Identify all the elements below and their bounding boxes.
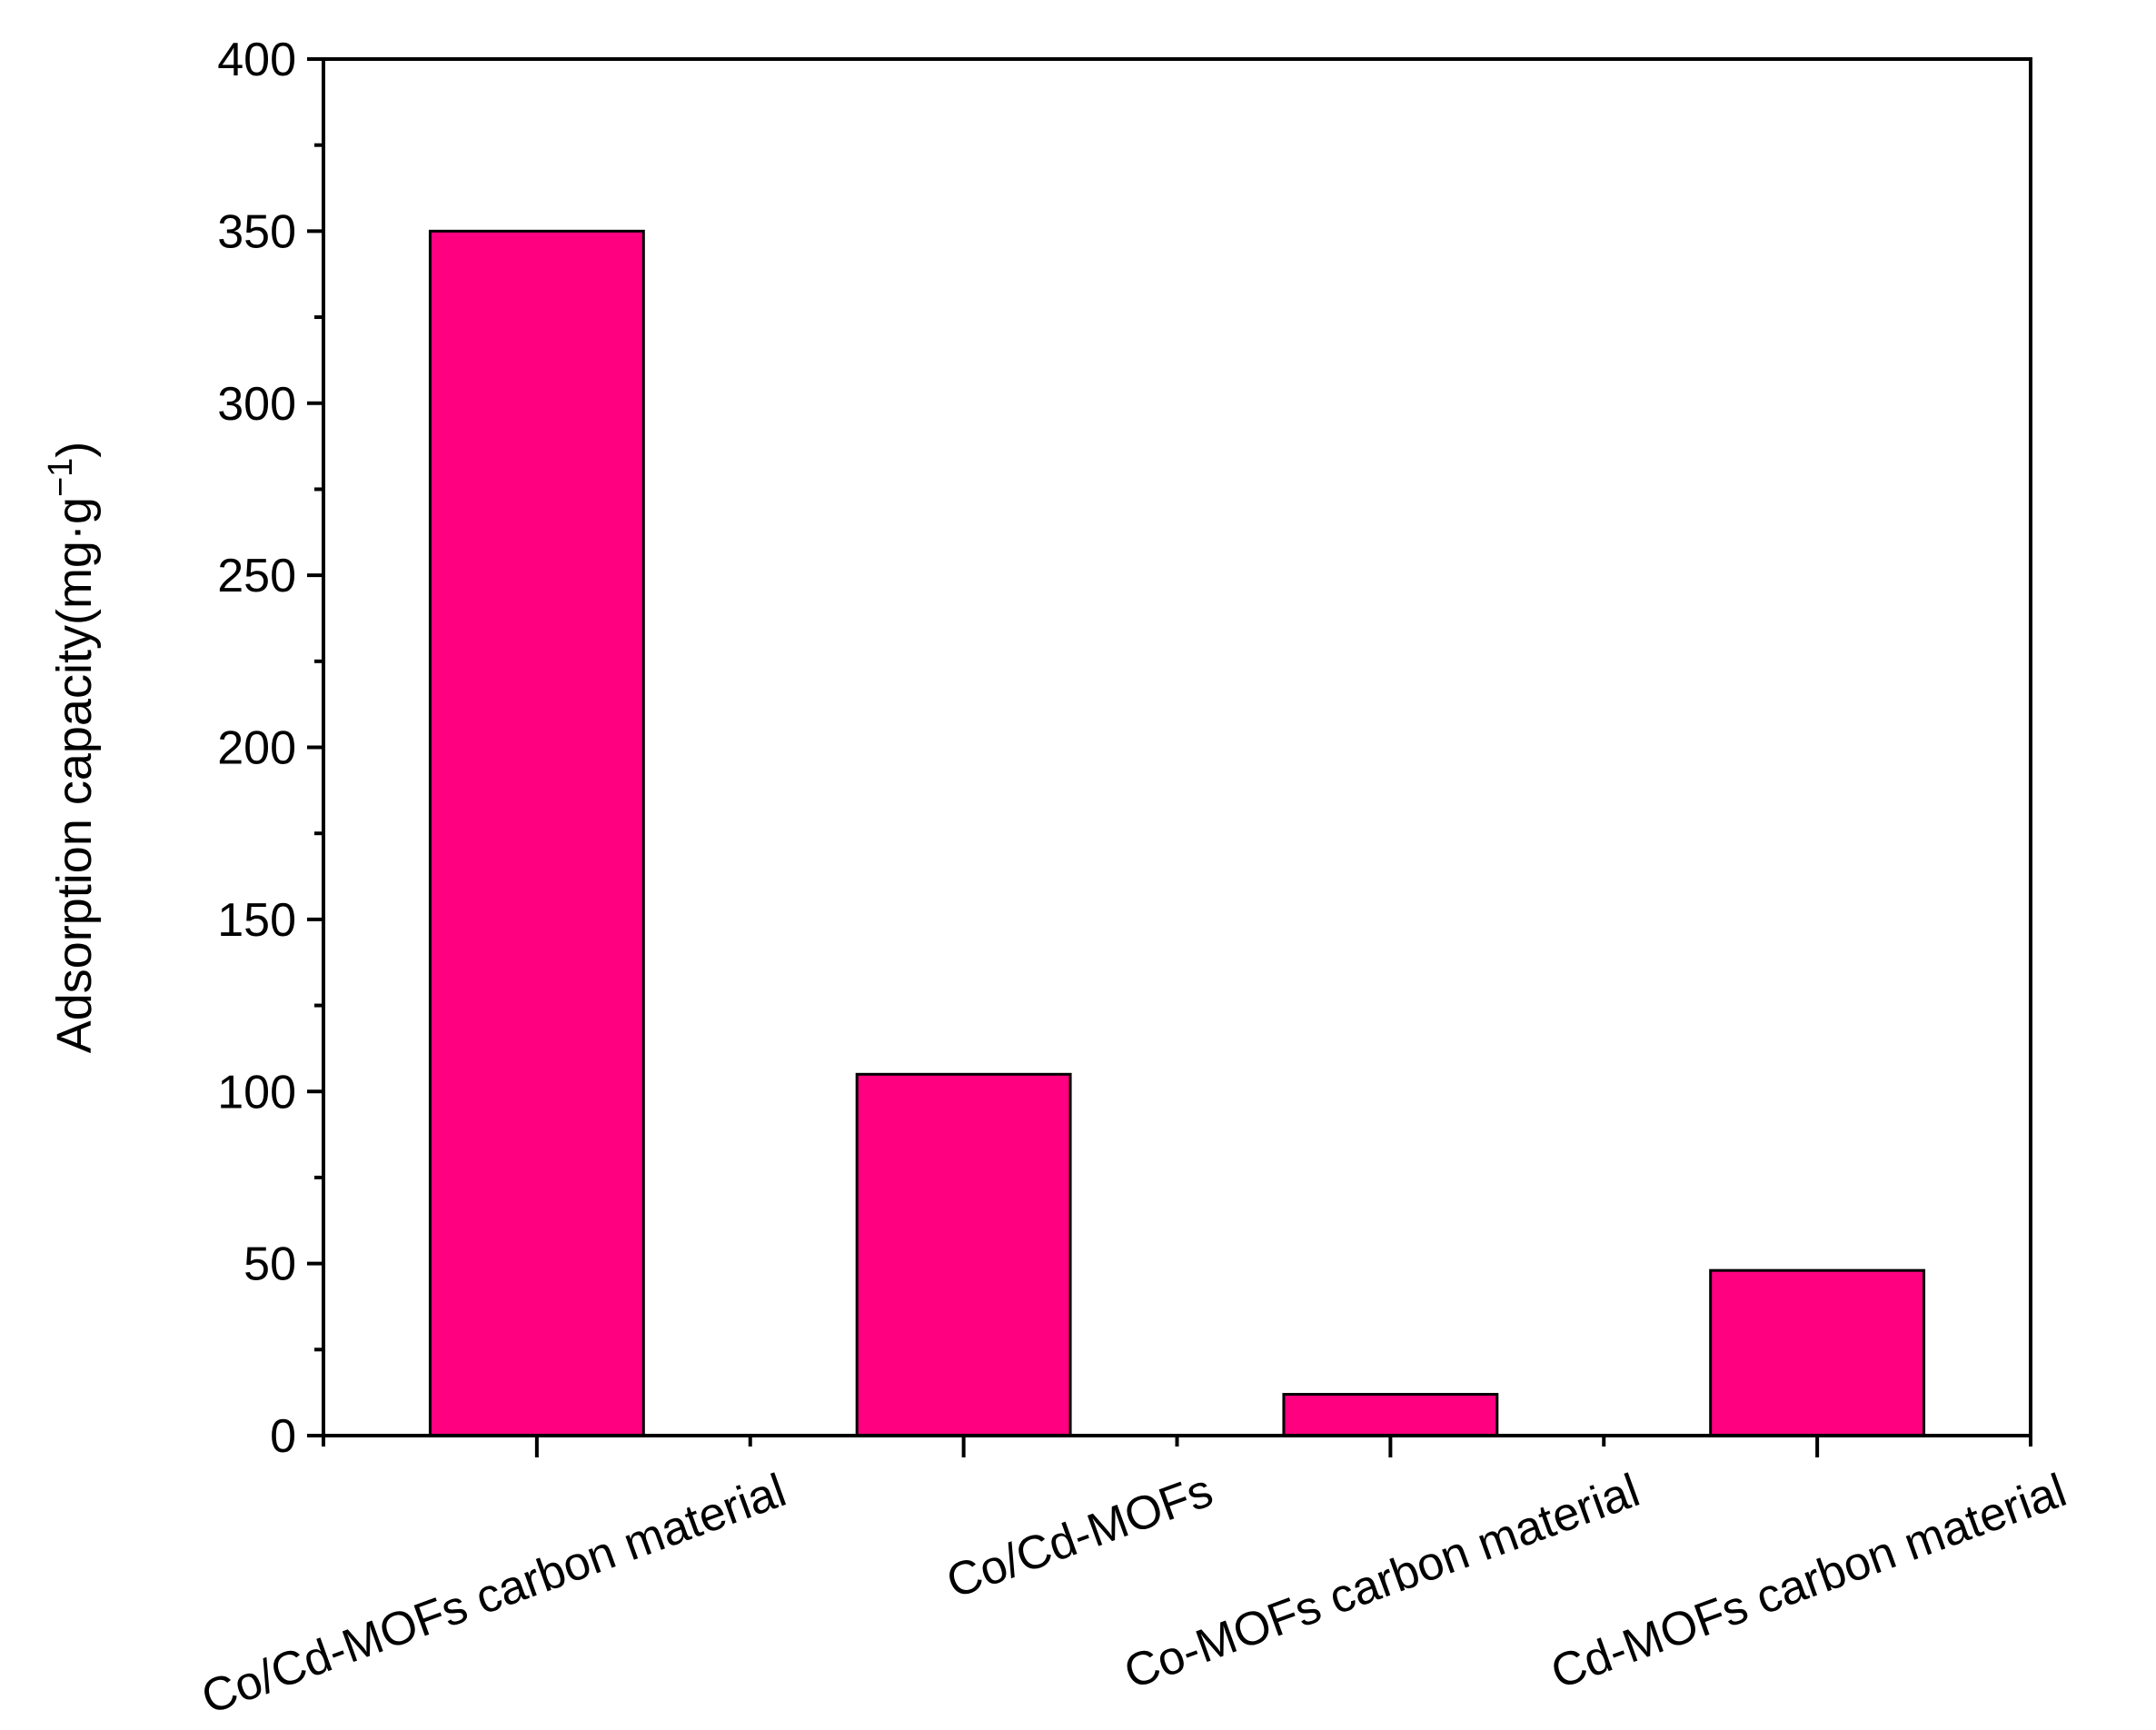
bars-group [428,229,1926,1437]
y-axis-title: Adsorption capacity(mg·g−1) [42,442,102,1054]
x-axis-category-labels: Co/Cd-MOFs carbon material Co/Cd-MOFsCo-M… [194,1464,2072,1725]
y-tick-label: 350 [217,205,296,258]
y-tick-label: 100 [217,1066,296,1119]
bar-1 [428,229,645,1437]
y-tick-label: 0 [270,1410,296,1463]
y-axis-ticks [307,57,323,1437]
y-tick-label: 50 [243,1238,296,1291]
bar-3 [1282,1393,1499,1437]
y-tick-label: 150 [217,894,296,947]
y-axis-title-close: ) [47,442,102,458]
x-axis-ticks [322,1436,2032,1457]
x-category-label: Co/Cd-MOFs carbon material [194,1464,792,1725]
y-tick-label: 300 [217,378,296,431]
y-tick-label: 400 [217,34,296,86]
plot-frame [322,57,2032,1437]
y-tick-label: 250 [217,550,296,602]
bar-2 [855,1072,1072,1437]
y-axis-title-superscript: −1 [42,458,80,497]
x-category-label: Co/Cd-MOFs [940,1464,1220,1608]
y-tick-label: 200 [217,722,296,775]
y-axis-title-main: Adsorption capacity(mg·g [47,497,102,1053]
y-axis-tick-labels: 0 50 100 150 200 250 300 350 400 [217,34,296,1463]
bar-4 [1709,1268,1926,1437]
